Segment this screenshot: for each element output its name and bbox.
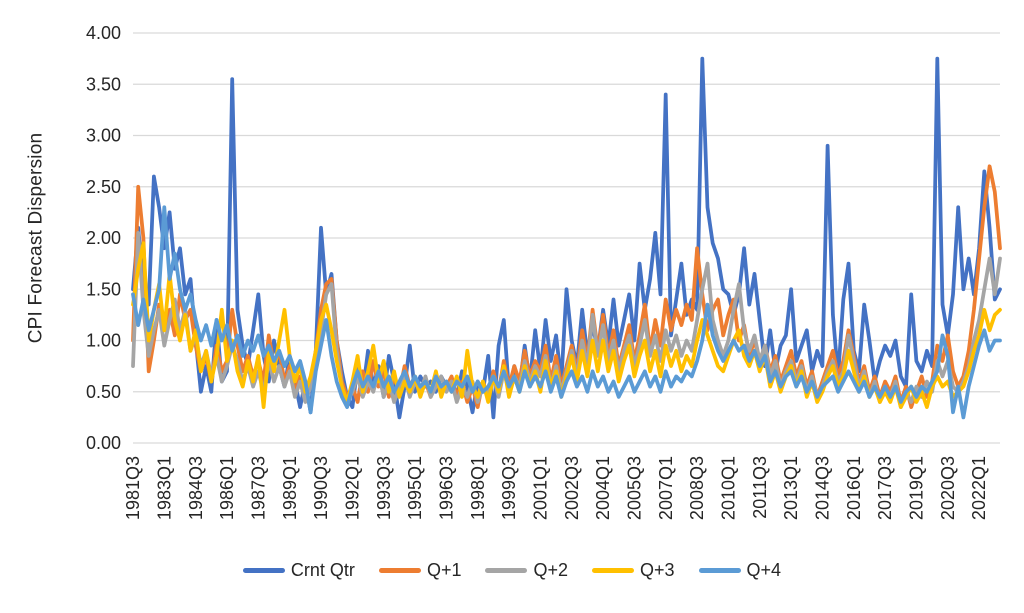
x-tick-label: 2010Q1 (719, 456, 739, 520)
legend-swatch-q1 (378, 568, 421, 573)
y-axis-title-box: CPI Forecast Dispersion (14, 33, 58, 443)
legend-item-q2: Q+2 (485, 560, 568, 581)
legend-label-crnt-qtr: Crnt Qtr (290, 560, 355, 580)
legend-swatch-crnt-qtr (242, 568, 285, 573)
legend-label-q3: Q+3 (640, 560, 675, 580)
x-tick-label: 1999Q3 (499, 456, 519, 520)
x-tick-label: 2002Q3 (562, 456, 582, 520)
x-tick-label: 1981Q3 (123, 456, 143, 520)
legend: Crnt Qtr Q+1 Q+2 Q+3 Q+4 (0, 560, 1024, 581)
x-tick-label: 1989Q1 (280, 456, 300, 520)
legend-swatch-q3 (592, 568, 634, 573)
y-tick-label: 3.50 (86, 74, 121, 94)
x-tick-label: 1992Q1 (342, 456, 362, 520)
x-tick-label: 2016Q1 (844, 456, 864, 520)
y-tick-label: 0.00 (86, 433, 121, 453)
x-tick-label: 2004Q1 (593, 456, 613, 520)
y-axis-title: CPI Forecast Dispersion (25, 132, 47, 344)
x-tick-label: 2022Q1 (969, 456, 989, 520)
y-tick-label: 0.50 (86, 382, 121, 402)
x-tick-label: 1984Q3 (186, 456, 206, 520)
x-tick-label: 1986Q1 (217, 456, 237, 520)
x-tick-label: 2008Q3 (687, 456, 707, 520)
legend-label-q2: Q+2 (533, 560, 568, 580)
x-tick-label: 1987Q3 (248, 456, 268, 520)
x-tick-label: 2017Q3 (875, 456, 895, 520)
legend-item-q3: Q+3 (592, 560, 675, 581)
x-tick-label: 1998Q1 (468, 456, 488, 520)
x-tick-label: 2001Q1 (531, 456, 551, 520)
x-tick-label: 2020Q3 (938, 456, 958, 520)
legend-label-q4: Q+4 (746, 560, 782, 580)
x-tick-label: 1983Q1 (154, 456, 174, 520)
x-tick-label: 2013Q1 (781, 456, 801, 520)
x-tick-label: 2005Q3 (625, 456, 645, 520)
x-tick-label: 2007Q1 (656, 456, 676, 520)
y-tick-label: 2.50 (86, 177, 121, 197)
x-tick-label: 1993Q3 (374, 456, 394, 520)
legend-label-q1: Q+1 (426, 560, 462, 580)
x-tick-label: 1996Q3 (436, 456, 456, 520)
y-tick-label: 3.00 (86, 126, 121, 146)
y-tick-label: 4.00 (86, 23, 121, 43)
y-tick-label: 1.00 (86, 331, 121, 351)
y-tick-label: 2.00 (86, 228, 121, 248)
x-tick-label: 2011Q3 (750, 456, 770, 519)
x-tick-label: 2019Q1 (907, 456, 927, 520)
legend-item-crnt-qtr: Crnt Qtr (242, 560, 355, 581)
x-tick-label: 1990Q3 (311, 456, 331, 520)
series-line-q-4 (131, 205, 1002, 420)
legend-swatch-q2 (485, 568, 528, 573)
x-tick-label: 2014Q3 (813, 456, 833, 520)
y-tick-label: 1.50 (86, 279, 121, 299)
legend-item-q4: Q+4 (698, 560, 782, 581)
legend-swatch-q4 (698, 568, 741, 573)
legend-item-q1: Q+1 (378, 560, 462, 581)
x-tick-label: 1995Q1 (405, 456, 425, 520)
